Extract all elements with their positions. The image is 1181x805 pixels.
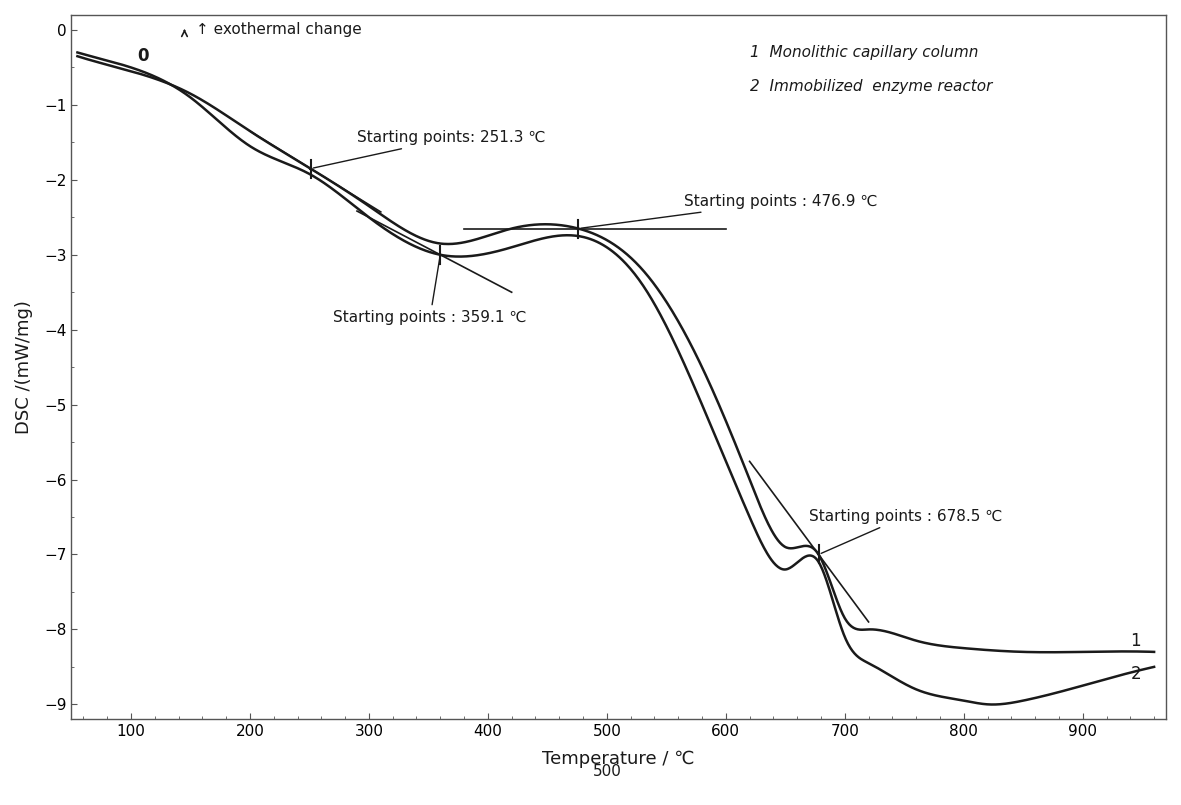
Text: 2: 2 [1130,666,1141,683]
Text: Starting points : 476.9 ℃: Starting points : 476.9 ℃ [581,194,877,228]
Text: 1  Monolithic capillary column: 1 Monolithic capillary column [750,45,978,60]
Text: Starting points : 678.5 ℃: Starting points : 678.5 ℃ [809,509,1003,553]
Y-axis label: DSC /(mW/mg): DSC /(mW/mg) [15,300,33,434]
Text: Starting points: 251.3 ℃: Starting points: 251.3 ℃ [313,130,546,168]
Text: 0: 0 [137,47,149,65]
Text: 2  Immobilized  enzyme reactor: 2 Immobilized enzyme reactor [750,79,992,93]
Text: 500: 500 [593,764,621,779]
Text: ↑ exothermal change: ↑ exothermal change [196,23,363,38]
Text: Starting points : 359.1 ℃: Starting points : 359.1 ℃ [333,258,527,325]
Text: 1: 1 [1130,632,1141,650]
X-axis label: Temperature / ℃: Temperature / ℃ [542,750,694,768]
